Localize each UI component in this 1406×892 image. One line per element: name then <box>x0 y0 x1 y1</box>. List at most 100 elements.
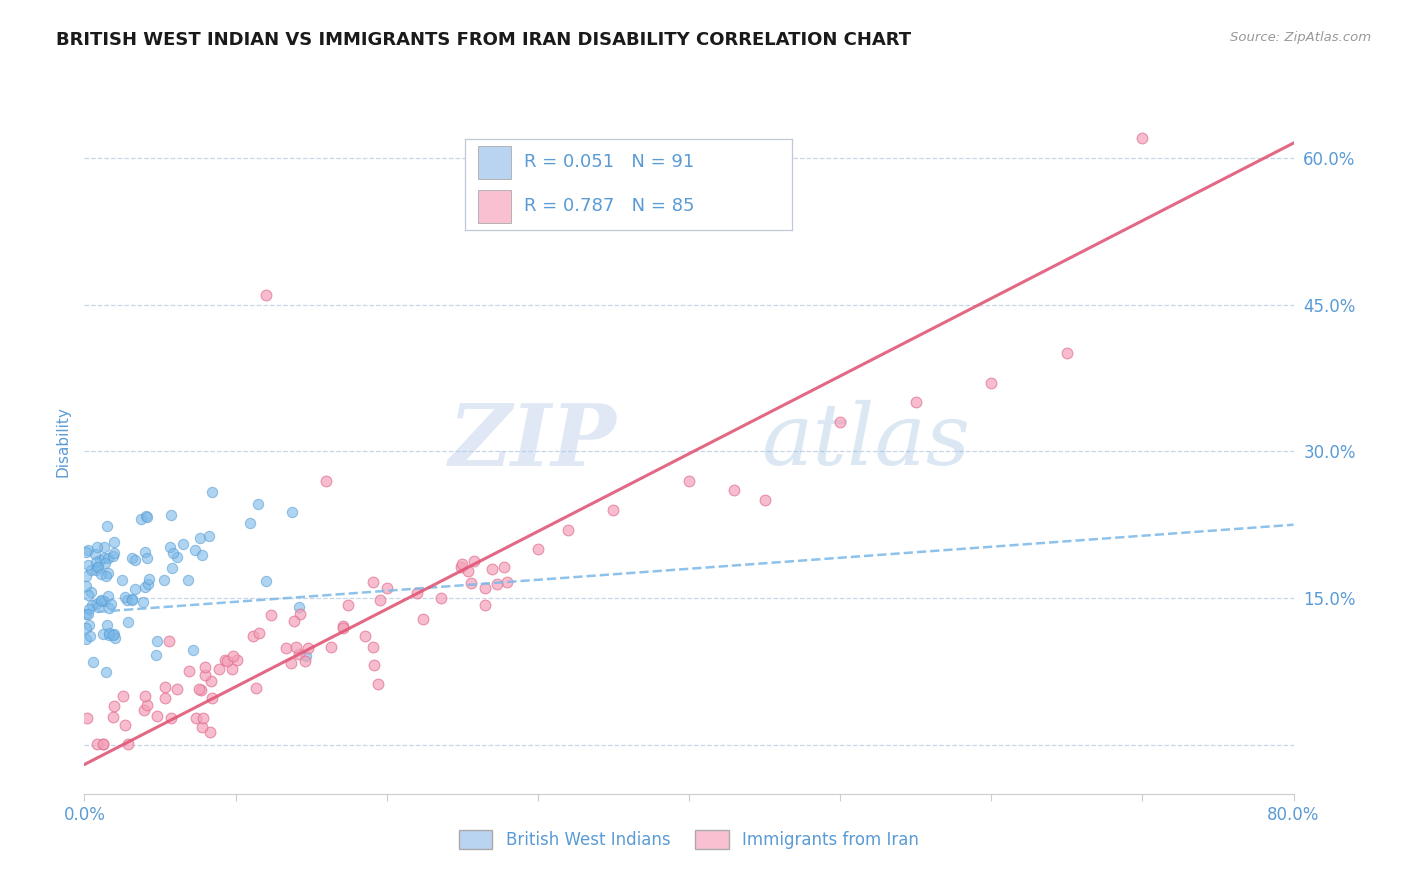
Point <box>159 711 181 725</box>
Point <box>190 532 212 546</box>
Point <box>111 689 134 703</box>
Point <box>114 718 136 732</box>
Point <box>91 627 114 641</box>
Point <box>98 628 121 642</box>
Point <box>602 503 624 517</box>
Point <box>76 588 98 602</box>
Point <box>295 648 318 663</box>
Point <box>136 509 159 524</box>
Point <box>132 703 155 717</box>
Point <box>283 614 305 628</box>
Point <box>97 626 120 640</box>
Point <box>80 563 103 577</box>
Point <box>90 567 112 582</box>
Point <box>103 628 125 642</box>
Point <box>87 600 110 615</box>
Point <box>177 573 200 587</box>
Point <box>496 575 519 590</box>
Point <box>375 582 398 596</box>
Text: Source: ZipAtlas.com: Source: ZipAtlas.com <box>1230 31 1371 45</box>
Point <box>904 395 927 409</box>
Point <box>84 563 107 577</box>
Point <box>94 556 117 570</box>
Point <box>254 287 277 301</box>
Point <box>117 615 139 629</box>
Point <box>363 658 385 673</box>
Point <box>412 612 434 626</box>
Point <box>80 598 103 612</box>
Point <box>200 673 222 688</box>
Point <box>157 633 180 648</box>
Point <box>76 711 98 725</box>
Point <box>190 682 212 697</box>
Point <box>138 572 160 586</box>
Point <box>93 550 115 565</box>
Point <box>75 544 97 558</box>
Point <box>557 523 579 537</box>
Point <box>75 632 97 647</box>
Point <box>93 594 115 608</box>
Point <box>678 474 700 488</box>
Point <box>96 519 118 533</box>
Point <box>146 634 169 648</box>
Point <box>214 653 236 667</box>
Point <box>152 573 174 587</box>
Point <box>191 720 214 734</box>
Point <box>131 512 153 526</box>
Point <box>226 652 249 666</box>
Point <box>481 562 503 576</box>
Point <box>429 591 451 606</box>
Point <box>361 575 384 590</box>
Point <box>281 505 304 519</box>
Point <box>97 589 120 603</box>
Point <box>288 599 311 614</box>
Point <box>367 677 389 691</box>
Point <box>830 415 852 429</box>
Point <box>260 607 283 622</box>
Point <box>124 553 146 567</box>
Point <box>450 560 472 574</box>
Point <box>249 626 271 640</box>
Point <box>337 599 360 613</box>
Point <box>208 662 231 676</box>
Point <box>77 543 100 558</box>
Point <box>315 474 337 488</box>
Point <box>194 668 217 682</box>
Point <box>242 628 264 642</box>
Point <box>406 586 429 600</box>
Point <box>245 681 267 695</box>
Point <box>332 619 354 633</box>
Point <box>191 549 214 563</box>
Point <box>221 662 243 676</box>
Point <box>103 698 125 713</box>
Point <box>723 483 745 498</box>
Point <box>332 621 354 635</box>
Point <box>101 549 124 563</box>
Point <box>114 590 136 604</box>
Point <box>80 585 103 599</box>
Point <box>132 595 155 609</box>
Point <box>288 647 311 661</box>
Text: BRITISH WEST INDIAN VS IMMIGRANTS FROM IRAN DISABILITY CORRELATION CHART: BRITISH WEST INDIAN VS IMMIGRANTS FROM I… <box>56 31 911 49</box>
Point <box>194 659 217 673</box>
Point <box>172 537 194 551</box>
Point <box>160 508 183 522</box>
Point <box>98 601 121 615</box>
Point <box>79 628 101 642</box>
Point <box>90 593 112 607</box>
Point <box>474 581 496 595</box>
Point <box>288 607 311 622</box>
Point <box>75 607 97 622</box>
Y-axis label: Disability: Disability <box>55 406 70 477</box>
Point <box>134 689 156 703</box>
Point <box>93 541 115 555</box>
Point <box>368 593 391 607</box>
Point <box>222 648 245 663</box>
Point <box>121 592 143 607</box>
Point <box>191 711 214 725</box>
Text: atlas: atlas <box>762 401 970 483</box>
Point <box>124 582 146 596</box>
Point <box>527 542 550 557</box>
Point <box>1130 131 1153 145</box>
Point <box>153 680 176 694</box>
